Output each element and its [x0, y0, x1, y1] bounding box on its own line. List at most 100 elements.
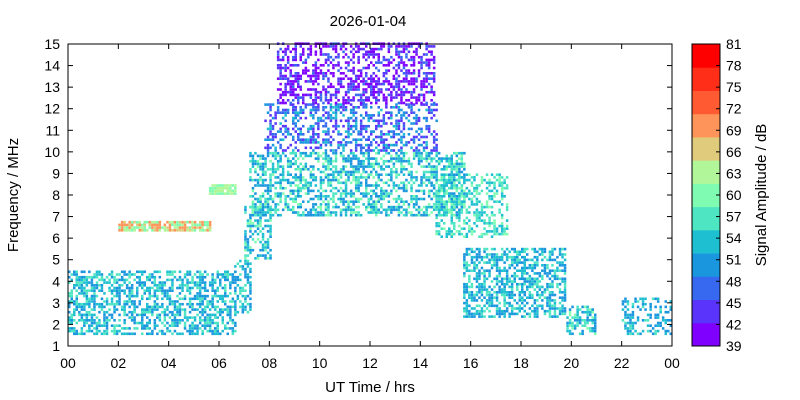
data-cell	[516, 255, 519, 259]
data-cell	[314, 108, 318, 112]
data-cell	[219, 184, 222, 187]
data-cell	[427, 181, 431, 185]
data-cell	[289, 162, 292, 166]
data-cell	[224, 327, 227, 330]
data-cell	[136, 281, 139, 284]
data-cell	[166, 297, 169, 301]
data-cell	[490, 296, 494, 299]
data-cell	[400, 211, 403, 214]
data-cell	[352, 106, 355, 109]
data-cell	[229, 184, 232, 187]
data-cell	[465, 178, 469, 182]
data-cell	[458, 230, 461, 233]
data-cell	[123, 226, 126, 229]
data-cell	[314, 111, 318, 114]
data-cell	[448, 165, 451, 168]
data-cell	[505, 176, 509, 179]
data-cell	[294, 96, 297, 99]
data-cell	[203, 308, 207, 311]
data-cell	[342, 181, 345, 185]
y-axis-label: Frequency / MHz	[5, 138, 22, 252]
data-cell	[75, 321, 78, 325]
data-cell	[357, 85, 360, 89]
data-cell	[495, 312, 499, 316]
data-cell	[392, 208, 396, 212]
data-cell	[302, 96, 305, 99]
data-cell	[297, 74, 300, 78]
data-cell	[286, 203, 290, 206]
data-cell	[113, 327, 116, 330]
data-cell	[309, 80, 313, 83]
data-cell	[156, 308, 159, 311]
colorbar-tick-label: 81	[726, 36, 742, 52]
data-cell	[437, 208, 441, 212]
data-cell	[327, 208, 330, 212]
data-cell	[327, 85, 330, 89]
data-cell	[231, 329, 235, 333]
data-cell	[367, 66, 370, 70]
data-cell	[299, 58, 302, 62]
data-cell	[352, 108, 355, 112]
data-cell	[420, 93, 423, 97]
data-cell	[385, 173, 388, 176]
data-cell	[349, 124, 353, 128]
data-cell	[475, 211, 479, 214]
data-cell	[88, 300, 91, 303]
data-cell	[123, 332, 126, 336]
data-cell	[422, 82, 426, 86]
data-cell	[387, 143, 391, 147]
data-cell	[425, 101, 428, 105]
data-cell	[533, 247, 537, 251]
data-cell	[281, 165, 285, 168]
data-cell	[264, 189, 267, 193]
data-cell	[201, 281, 204, 284]
data-cell	[329, 103, 333, 106]
data-cell	[354, 149, 358, 152]
data-cell	[493, 315, 496, 318]
data-cell	[553, 293, 557, 297]
data-cell	[415, 119, 418, 123]
data-cell	[417, 72, 421, 75]
data-cell	[299, 96, 302, 99]
data-cell	[435, 170, 438, 174]
data-cell	[88, 281, 91, 284]
data-cell	[410, 127, 413, 131]
data-cell	[395, 93, 398, 97]
data-cell	[347, 170, 350, 174]
data-cell	[90, 321, 94, 325]
data-cell	[148, 292, 151, 295]
data-cell	[412, 195, 416, 198]
data-cell	[327, 127, 330, 131]
data-cell	[307, 154, 310, 158]
data-cell	[163, 289, 167, 292]
data-cell	[513, 299, 516, 302]
data-cell	[309, 154, 313, 158]
data-cell	[221, 294, 224, 298]
data-cell	[548, 291, 552, 294]
data-cell	[546, 264, 549, 267]
data-cell	[365, 88, 368, 91]
data-cell	[488, 291, 491, 294]
data-cell	[493, 176, 496, 179]
data-cell	[546, 288, 549, 291]
data-cell	[407, 119, 411, 123]
data-cell	[229, 300, 232, 303]
data-cell	[261, 165, 265, 168]
data-cell	[347, 135, 350, 139]
data-cell	[344, 99, 348, 102]
data-cell	[219, 278, 222, 282]
data-cell	[201, 313, 204, 317]
data-cell	[214, 321, 217, 325]
data-cell	[523, 309, 526, 313]
data-cell	[382, 192, 386, 195]
data-cell	[563, 280, 567, 283]
data-cell	[485, 222, 489, 225]
data-cell	[276, 58, 280, 62]
data-cell	[90, 324, 94, 327]
data-cell	[392, 162, 396, 166]
data-cell	[498, 269, 501, 272]
data-cell	[470, 299, 474, 302]
data-cell	[100, 305, 104, 309]
y-tick-label: 2	[52, 316, 60, 332]
data-cell	[216, 273, 219, 276]
